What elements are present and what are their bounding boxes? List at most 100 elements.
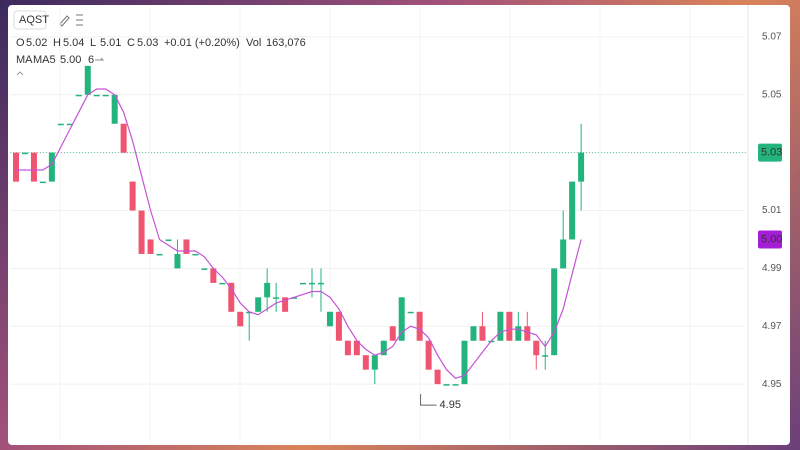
candle-body bbox=[300, 282, 307, 285]
candle-body bbox=[174, 253, 181, 269]
ma-tag bbox=[758, 230, 782, 249]
candle-body bbox=[147, 239, 154, 254]
y-tick-label: 5.07 bbox=[762, 32, 782, 43]
candle-body bbox=[48, 152, 55, 182]
candle-body bbox=[317, 282, 324, 285]
legend-key: L bbox=[90, 37, 96, 49]
symbol-box[interactable] bbox=[13, 10, 47, 30]
candle-body bbox=[542, 355, 549, 357]
candle-body bbox=[129, 181, 136, 211]
candle-body bbox=[309, 282, 316, 285]
y-tick-label: 4.95 bbox=[762, 379, 782, 390]
ma-name: MA5 bbox=[33, 54, 56, 66]
ma-length-arrow bbox=[95, 57, 105, 61]
candle-body bbox=[479, 326, 486, 341]
candle-body bbox=[461, 340, 468, 385]
ma-value: 5.00 bbox=[60, 54, 81, 66]
ma-line bbox=[16, 88, 582, 379]
candle-body bbox=[219, 282, 226, 285]
edit-icon[interactable] bbox=[59, 15, 70, 27]
candle-body bbox=[246, 311, 253, 314]
candle-body bbox=[443, 384, 450, 386]
candle-body bbox=[434, 369, 441, 385]
candle-body bbox=[335, 311, 342, 341]
y-tick-label: 5.05 bbox=[762, 89, 782, 100]
low-label: 4.95 bbox=[440, 399, 461, 411]
candle-body bbox=[569, 181, 576, 240]
legend-key: H bbox=[53, 37, 61, 49]
candle-body bbox=[371, 355, 378, 370]
symbol[interactable]: AQST bbox=[19, 14, 49, 26]
candle-body bbox=[93, 94, 100, 97]
candle-body bbox=[497, 311, 504, 341]
candle-body bbox=[344, 340, 351, 356]
candle-body bbox=[255, 297, 262, 312]
candle-body bbox=[380, 340, 387, 356]
last-price-tag bbox=[758, 143, 782, 162]
candle-body bbox=[291, 297, 298, 299]
candle-body bbox=[551, 268, 558, 356]
candle-body bbox=[560, 239, 567, 269]
legend-key: C bbox=[127, 37, 135, 49]
candle-body bbox=[407, 311, 414, 314]
y-tick-label: 4.97 bbox=[762, 321, 782, 332]
chart-card bbox=[8, 5, 790, 445]
candle-body bbox=[210, 268, 217, 283]
candle-body bbox=[201, 268, 208, 270]
candle-body bbox=[362, 355, 369, 370]
ma-tag-label: 5.00 bbox=[761, 233, 782, 245]
candle-body bbox=[264, 282, 271, 298]
candle-body bbox=[389, 326, 396, 341]
candle-body bbox=[75, 94, 82, 97]
legend-change: +0.01 (+0.20%) bbox=[164, 37, 240, 49]
candle-body bbox=[282, 297, 289, 312]
candle-body bbox=[515, 326, 522, 341]
candle-body bbox=[30, 152, 37, 182]
candle-body bbox=[84, 65, 91, 95]
candle-body bbox=[57, 123, 64, 126]
candle-body bbox=[578, 152, 585, 182]
candle-body bbox=[21, 152, 28, 155]
candle-body bbox=[228, 282, 235, 312]
candle-body bbox=[452, 384, 459, 386]
candle-body bbox=[398, 297, 405, 341]
candle-body bbox=[273, 297, 280, 299]
legend-value: 5.03 bbox=[137, 37, 158, 49]
y-tick-label: 5.01 bbox=[762, 205, 782, 216]
candle-body bbox=[13, 152, 19, 182]
candle-body bbox=[192, 253, 199, 256]
y-tick-label: 4.99 bbox=[762, 263, 782, 274]
candle-body bbox=[111, 94, 118, 124]
candle-body bbox=[533, 340, 540, 356]
collapse-icon[interactable] bbox=[16, 71, 24, 76]
menu-icon[interactable] bbox=[76, 14, 83, 26]
candle-body bbox=[120, 123, 127, 153]
candle-body bbox=[156, 253, 163, 256]
legend-volume-key: Vol bbox=[246, 37, 261, 49]
ma-length: 6 bbox=[88, 54, 94, 66]
candle-body bbox=[66, 123, 73, 126]
legend-value: 5.04 bbox=[63, 37, 84, 49]
legend-value: 5.02 bbox=[26, 37, 47, 49]
candle-body bbox=[39, 181, 46, 184]
candle-body bbox=[506, 311, 513, 341]
legend-key: O bbox=[16, 37, 25, 49]
candle-body bbox=[353, 340, 360, 356]
candle-body bbox=[102, 94, 109, 97]
candle-body bbox=[237, 311, 244, 327]
candle-body bbox=[326, 311, 333, 327]
candle-body bbox=[183, 239, 190, 254]
candle-body bbox=[165, 239, 172, 241]
candle-body bbox=[470, 326, 477, 341]
candle-body bbox=[524, 326, 531, 341]
legend-volume-value: 163,076 bbox=[266, 37, 306, 49]
candle-body bbox=[416, 311, 423, 341]
legend-value: 5.01 bbox=[100, 37, 121, 49]
low-marker bbox=[420, 394, 437, 406]
candle-body bbox=[138, 210, 145, 254]
last-price-tag-label: 5.03 bbox=[761, 147, 782, 159]
candle-body bbox=[425, 340, 432, 370]
indicator-group: MA bbox=[16, 54, 33, 66]
